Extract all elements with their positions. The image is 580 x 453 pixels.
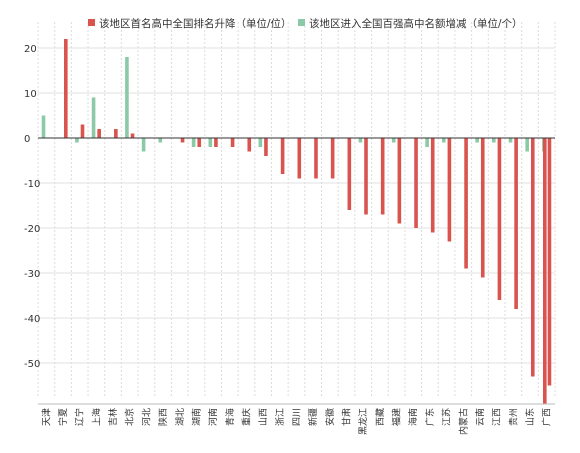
x-tick-label: 吉林 <box>107 408 119 426</box>
x-tick-label: 云南 <box>474 408 486 426</box>
bar-1-河南 <box>214 138 218 147</box>
bar-2-江苏 <box>441 138 446 143</box>
x-tick-label: 江西 <box>492 408 503 426</box>
x-tick-label: 北京 <box>124 408 136 426</box>
bar-2-河南 <box>208 138 213 147</box>
legend-label-series-1: 该地区首名高中全国排名升降（单位/位） <box>99 17 292 30</box>
bar-1-宁夏 <box>64 39 68 138</box>
y-tick-label: -40 <box>24 314 40 325</box>
bar-1-新疆 <box>314 138 318 179</box>
bar-1-湖南 <box>197 138 202 147</box>
bar-1-山西 <box>264 138 268 156</box>
bar-1-贵州 <box>514 138 518 309</box>
bar-1-上海 <box>97 129 101 138</box>
x-tick-label: 辽宁 <box>74 408 86 426</box>
y-tick-label: -30 <box>24 269 40 280</box>
x-tick-label: 安徽 <box>324 408 336 426</box>
x-tick-label: 贵州 <box>507 408 519 426</box>
bar-1-重庆 <box>247 138 252 152</box>
bar-2-云南 <box>475 138 479 143</box>
gridlines <box>37 22 556 398</box>
x-tick-label: 上海 <box>90 408 102 426</box>
bar-1-吉林 <box>114 129 118 138</box>
legend-label-series-2: 该地区进入全国百强高中名额增减（单位/个） <box>309 17 523 30</box>
legend-swatch-series-2 <box>298 19 305 26</box>
bar-2-山东 <box>525 138 529 152</box>
x-tick-label: 福建 <box>391 408 403 426</box>
bars <box>41 39 552 404</box>
y-tick-label: 0 <box>24 134 30 145</box>
bar-2-福建 <box>391 138 396 143</box>
bar-2-陕西 <box>158 138 163 143</box>
x-tick-label: 海南 <box>407 408 419 426</box>
y-axis: 20 10 0 -10 -20 -30 -40 -50 <box>24 44 40 370</box>
x-tick-label: 内蒙古 <box>457 408 469 435</box>
bar-1-四川 <box>297 138 302 179</box>
x-tick-label: 湖北 <box>175 408 186 426</box>
bar-1-甘肃 <box>347 138 352 210</box>
bar-2-上海 <box>91 97 96 138</box>
x-tick-label: 浙江 <box>274 408 286 426</box>
bar-1-海南 <box>414 138 418 228</box>
x-tick-label: 重庆 <box>240 408 252 426</box>
x-tick-label: 江苏 <box>441 408 453 426</box>
bar-2-广东 <box>425 138 429 147</box>
x-tick-label: 广东 <box>424 408 436 426</box>
bar-2-贵州 <box>508 138 513 143</box>
bar-2-山西 <box>258 138 263 147</box>
y-tick-label: -10 <box>24 179 40 190</box>
bar-1-西藏 <box>380 138 385 215</box>
bar-1-云南 <box>480 138 485 278</box>
bar-1-江西 <box>497 138 502 300</box>
x-tick-label: 湖南 <box>190 408 202 426</box>
bar-2-北京 <box>125 57 129 138</box>
legend: 该地区首名高中全国排名升降（单位/位） 该地区进入全国百强高中名额增减（单位/个… <box>88 17 523 30</box>
bar-1-福建 <box>397 138 402 224</box>
y-tick-label: 10 <box>24 89 37 100</box>
x-tick-label: 河北 <box>140 408 152 426</box>
bar-1-广东 <box>430 138 435 233</box>
x-tick-label: 青海 <box>224 408 236 426</box>
bar-1-浙江 <box>280 138 285 174</box>
y-tick-label: -50 <box>24 359 40 370</box>
bar-1-内蒙古 <box>464 138 468 269</box>
y-tick-label: -20 <box>24 224 40 235</box>
bar-1-黑龙江 <box>364 138 368 215</box>
bar-1-青海 <box>230 138 235 147</box>
bar-1-山东 <box>530 138 535 377</box>
bar-1-安徽 <box>330 138 335 179</box>
x-tick-label: 河南 <box>207 408 219 426</box>
bar-1-辽宁 <box>80 124 85 138</box>
bar-1-江苏 <box>447 138 452 242</box>
bar-2-辽宁 <box>75 138 79 143</box>
bar-1-extra <box>543 138 547 404</box>
bar-2-江西 <box>492 138 496 143</box>
legend-swatch-series-1 <box>88 19 95 26</box>
x-axis: 天津 宁夏 辽宁 上海 吉林 北京 河北 陕西 湖北 湖南 河南 青海 重庆 山西 浙江 四川 新疆 安徽 甘肃 黑龙… <box>38 403 555 435</box>
y-tick-label: 20 <box>24 44 37 55</box>
x-tick-label: 宁夏 <box>57 408 69 426</box>
x-tick-label: 山西 <box>258 408 269 426</box>
bar-2-湖南 <box>191 138 196 147</box>
x-tick-label: 天津 <box>41 408 52 426</box>
x-tick-label: 黑龙江 <box>357 408 369 435</box>
x-tick-label: 新疆 <box>307 408 319 426</box>
x-tick-label: 陕西 <box>157 408 169 426</box>
bar-2-河北 <box>141 138 146 152</box>
bar-1-湖北 <box>180 138 185 143</box>
x-tick-label: 四川 <box>293 408 303 426</box>
bar-1-广西 <box>547 138 552 386</box>
bar-2-黑龙江 <box>358 138 363 143</box>
x-tick-label: 西藏 <box>374 408 386 426</box>
bar-2-天津 <box>41 115 46 138</box>
x-tick-label: 山东 <box>524 408 536 426</box>
x-tick-label: 甘肃 <box>341 408 353 426</box>
x-tick-label: 广西 <box>541 408 553 426</box>
bar-1-北京 <box>130 133 135 138</box>
